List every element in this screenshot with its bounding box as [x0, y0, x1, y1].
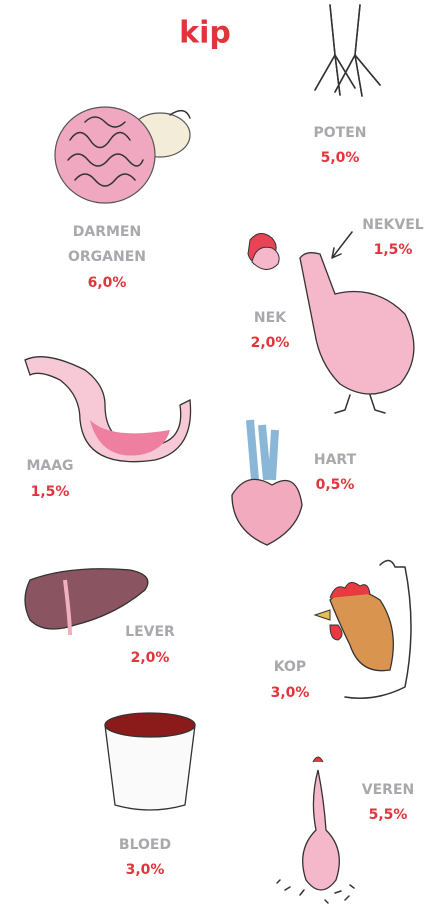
plucked-chicken-illustration: [277, 757, 354, 903]
label: NEK: [254, 310, 287, 326]
value: 0,5%: [316, 477, 355, 493]
value: 3,0%: [271, 685, 310, 701]
label: MAAG: [26, 458, 73, 474]
label: ORGANEN: [68, 249, 146, 265]
label: DARMEN: [73, 224, 141, 240]
stomach-illustration: [25, 357, 191, 462]
title: kip: [179, 16, 231, 51]
labels: POTEN 5,0% DARMEN ORGANEN 6,0% NEKVEL 1,…: [26, 125, 423, 878]
value: 1,5%: [374, 242, 413, 258]
value: 5,0%: [321, 150, 360, 166]
label: VEREN: [362, 782, 414, 798]
bucket-illustration: [105, 713, 195, 810]
heart-illustration: [232, 420, 302, 545]
infographic: kip: [0, 0, 438, 920]
value: 2,0%: [251, 335, 290, 351]
value: 2,0%: [131, 650, 170, 666]
label: KOP: [274, 659, 306, 675]
intestines-illustration: [55, 107, 190, 203]
value: 1,5%: [31, 484, 70, 500]
feet-illustration: [315, 5, 380, 96]
arrow: [332, 232, 352, 258]
label: NEKVEL: [362, 217, 424, 233]
label: HART: [314, 452, 357, 468]
label: BLOED: [119, 837, 171, 853]
label: POTEN: [314, 125, 367, 141]
head-illustration: [315, 560, 411, 698]
label: LEVER: [125, 624, 175, 640]
value: 6,0%: [88, 275, 127, 291]
value: 5,5%: [369, 807, 408, 823]
value: 3,0%: [126, 862, 165, 878]
